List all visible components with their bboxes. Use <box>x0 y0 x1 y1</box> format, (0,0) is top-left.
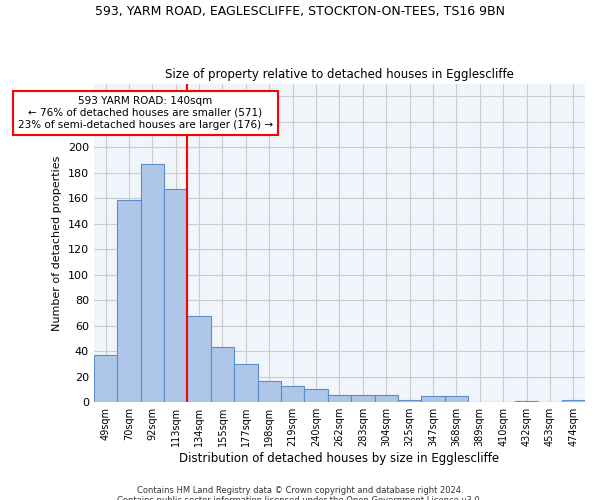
Bar <box>234 364 257 402</box>
Bar <box>281 386 304 402</box>
Text: 593, YARM ROAD, EAGLESCLIFFE, STOCKTON-ON-TEES, TS16 9BN: 593, YARM ROAD, EAGLESCLIFFE, STOCKTON-O… <box>95 5 505 18</box>
Bar <box>515 401 538 402</box>
Bar <box>562 400 585 402</box>
Bar <box>211 348 234 402</box>
Bar <box>304 390 328 402</box>
Y-axis label: Number of detached properties: Number of detached properties <box>52 155 62 330</box>
Bar <box>351 394 374 402</box>
Bar <box>374 394 398 402</box>
Text: Contains public sector information licensed under the Open Government Licence v3: Contains public sector information licen… <box>118 496 482 500</box>
Title: Size of property relative to detached houses in Egglescliffe: Size of property relative to detached ho… <box>165 68 514 81</box>
Bar <box>117 200 140 402</box>
Text: 593 YARM ROAD: 140sqm
← 76% of detached houses are smaller (571)
23% of semi-det: 593 YARM ROAD: 140sqm ← 76% of detached … <box>18 96 273 130</box>
Bar <box>398 400 421 402</box>
Bar <box>445 396 468 402</box>
Bar <box>421 396 445 402</box>
Bar <box>187 316 211 402</box>
Bar <box>94 355 117 402</box>
Bar <box>328 394 351 402</box>
Bar <box>164 190 187 402</box>
Bar <box>257 380 281 402</box>
Bar <box>140 164 164 402</box>
X-axis label: Distribution of detached houses by size in Egglescliffe: Distribution of detached houses by size … <box>179 452 499 465</box>
Text: Contains HM Land Registry data © Crown copyright and database right 2024.: Contains HM Land Registry data © Crown c… <box>137 486 463 495</box>
